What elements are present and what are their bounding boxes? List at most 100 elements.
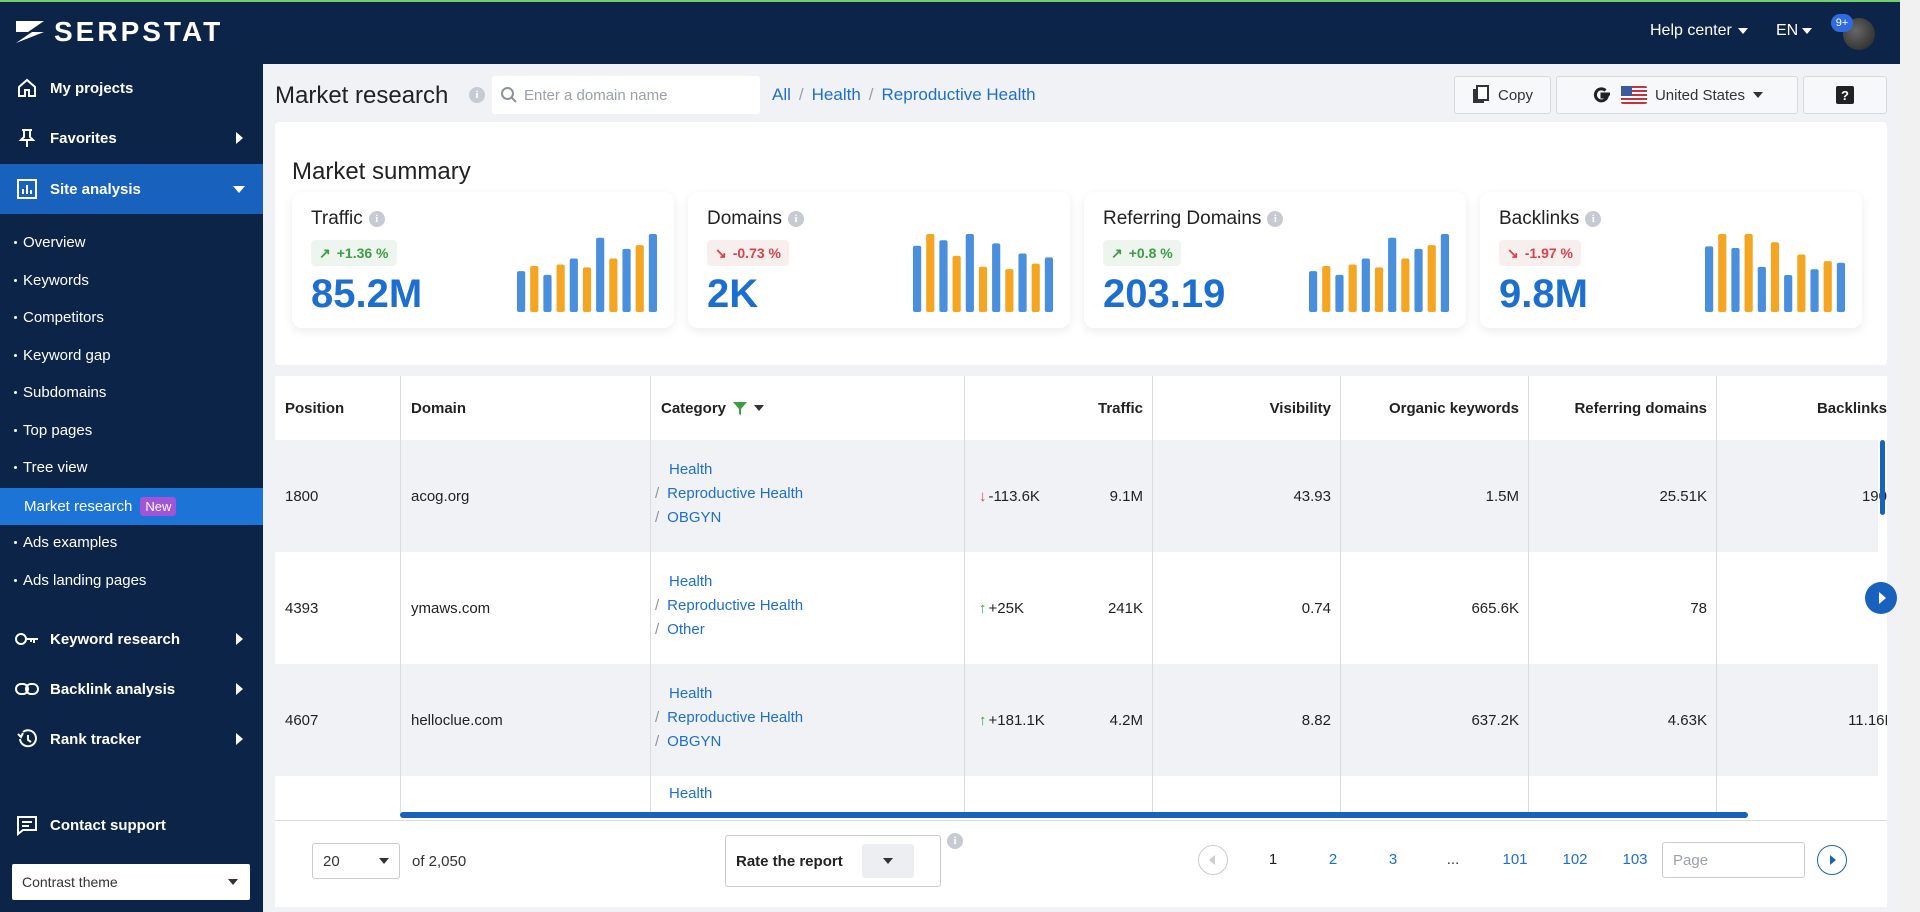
page-102[interactable]: 102 — [1562, 851, 1588, 868]
sparkline-bar — [1770, 242, 1780, 312]
sidebar-item-backlink-analysis[interactable]: Backlink analysis — [0, 665, 263, 713]
sparkline-bar — [530, 265, 539, 312]
table-footer: 20 of 2,050 Rate the report i 1 2 3 ... … — [275, 820, 1887, 907]
language-switcher[interactable]: EN — [1776, 22, 1813, 40]
sparkline-bar — [1322, 265, 1331, 312]
table-row[interactable]: 1800 acog.org Health / Reproductive Healt… — [275, 440, 1887, 552]
column-header-position[interactable]: Position — [285, 399, 345, 417]
table-row[interactable]: Health — [275, 776, 1878, 888]
new-badge: New — [140, 497, 177, 516]
page-1[interactable]: 1 — [1268, 851, 1278, 868]
help-button[interactable]: ? — [1803, 76, 1887, 114]
country-select[interactable]: United States — [1556, 76, 1798, 114]
domain-search — [492, 76, 760, 114]
breadcrumb-separator: / — [798, 85, 804, 104]
page-scrollbar[interactable] — [1900, 0, 1920, 912]
us-flag-icon — [1620, 86, 1647, 104]
sidebar-subitem-competitors[interactable]: Competitors — [0, 299, 263, 336]
vertical-scrollbar[interactable] — [1880, 440, 1885, 515]
category-link[interactable]: Other — [667, 621, 705, 638]
contact-support-button[interactable]: Contact support — [0, 801, 263, 849]
category-link[interactable]: Health — [669, 573, 713, 590]
column-header-domain[interactable]: Domain — [411, 399, 467, 417]
cell-domain[interactable]: ymaws.com — [411, 599, 491, 617]
next-page-button[interactable] — [1817, 845, 1847, 875]
column-header-traffic[interactable]: Traffic — [1097, 399, 1143, 417]
link-icon — [14, 676, 40, 702]
chevron-down-icon — [228, 879, 238, 885]
delta-value: +25K — [988, 599, 1024, 617]
sidebar-item-my-projects[interactable]: My projects — [0, 64, 263, 112]
column-header-backlinks[interactable]: Backlinks — [1816, 399, 1887, 417]
column-header-organic-keywords[interactable]: Organic keywords — [1388, 399, 1519, 417]
page-2[interactable]: 2 — [1328, 851, 1338, 868]
sparkline-bar — [1744, 234, 1753, 312]
bullet — [14, 391, 17, 394]
cell-domain[interactable]: helloclue.com — [411, 711, 503, 729]
page-3[interactable]: 3 — [1388, 851, 1398, 868]
table-row[interactable]: 4607 helloclue.com Health / Reproductive … — [275, 664, 1887, 776]
breadcrumb-item-health[interactable]: Health — [811, 85, 861, 104]
page-input[interactable] — [1662, 842, 1805, 878]
sidebar-subitem-subdomains[interactable]: Subdomains — [0, 374, 263, 411]
sidebar-item-rank-tracker[interactable]: Rank tracker — [0, 715, 263, 763]
cell-domain[interactable]: acog.org — [411, 487, 470, 505]
breadcrumb-item-all[interactable]: All — [772, 85, 791, 104]
search-input[interactable] — [524, 86, 744, 104]
sidebar-subitem-ads-landing-pages[interactable]: Ads landing pages — [0, 562, 263, 599]
info-icon[interactable]: i — [947, 833, 963, 849]
theme-select-value: Contrast theme — [22, 874, 118, 890]
category-link[interactable]: Health — [669, 685, 713, 702]
cell-category: Health / Reproductive Health / Other — [655, 570, 803, 642]
breadcrumb-item-reproductive-health[interactable]: Reproductive Health — [881, 85, 1036, 104]
category-link[interactable]: OBGYN — [667, 509, 722, 526]
scroll-right-button[interactable] — [1865, 582, 1897, 614]
chevron-down-icon — [233, 185, 245, 193]
info-icon[interactable]: i — [1267, 211, 1284, 227]
info-icon[interactable]: i — [368, 211, 385, 227]
sidebar-item-favorites[interactable]: Favorites — [0, 114, 263, 162]
info-icon[interactable]: i — [1585, 211, 1602, 227]
sidebar-subitem-overview[interactable]: Overview — [0, 224, 263, 261]
serpstat-logo[interactable]: SERPSTAT — [14, 16, 223, 48]
sidebar-item-keyword-research[interactable]: Keyword research — [0, 615, 263, 663]
arrow-up-right-icon: ↗ — [1111, 244, 1123, 261]
sidebar-subitem-top-pages[interactable]: Top pages — [0, 412, 263, 449]
column-header-visibility[interactable]: Visibility — [1269, 399, 1331, 417]
sidebar-subitem-label: Subdomains — [23, 384, 107, 401]
chevron-right-icon — [236, 733, 243, 745]
page-101[interactable]: 101 — [1502, 851, 1528, 868]
filter-icon[interactable] — [732, 400, 748, 416]
horizontal-scrollbar[interactable] — [400, 812, 1748, 818]
sidebar-item-label: Keyword research — [50, 630, 181, 648]
sidebar-subitem-keywords[interactable]: Keywords — [0, 262, 263, 299]
category-link[interactable]: Reproductive Health — [667, 485, 804, 502]
separator: / — [655, 709, 660, 726]
sidebar-subitem-market-research[interactable]: Market research New — [0, 488, 263, 525]
sidebar-subitem-label: Ads landing pages — [23, 572, 147, 589]
table-row[interactable]: 4393 ymaws.com Health / Reproductive Heal… — [275, 552, 1878, 664]
sidebar-subitem-ads-examples[interactable]: Ads examples — [0, 524, 263, 561]
category-link[interactable]: Health — [669, 461, 713, 478]
sidebar-item-site-analysis[interactable]: Site analysis — [0, 164, 263, 214]
page-103[interactable]: 103 — [1622, 851, 1648, 868]
column-header-category[interactable]: Category — [651, 376, 965, 440]
help-center-menu[interactable]: Help center — [1650, 22, 1748, 40]
info-icon[interactable]: i — [787, 211, 804, 227]
rate-select[interactable] — [862, 844, 914, 878]
category-link[interactable]: Reproductive Health — [667, 597, 804, 614]
previous-page-button[interactable] — [1198, 845, 1228, 875]
column-header-referring-domains[interactable]: Referring domains — [1574, 399, 1707, 417]
per-page-select[interactable]: 20 — [312, 843, 400, 879]
sidebar-subitem-keyword-gap[interactable]: Keyword gap — [0, 337, 263, 374]
category-link[interactable]: Reproductive Health — [667, 709, 804, 726]
category-link[interactable]: Health — [669, 785, 713, 802]
sparkline-bar — [913, 245, 922, 312]
theme-select[interactable]: Contrast theme — [12, 864, 250, 900]
copy-button[interactable]: Copy — [1454, 76, 1551, 114]
notification-badge[interactable]: 9+ — [1831, 14, 1853, 32]
category-link[interactable]: OBGYN — [667, 733, 722, 750]
info-icon[interactable]: i — [469, 87, 485, 103]
sidebar-subitem-tree-view[interactable]: Tree view — [0, 449, 263, 486]
chevron-down-icon[interactable] — [754, 405, 765, 411]
